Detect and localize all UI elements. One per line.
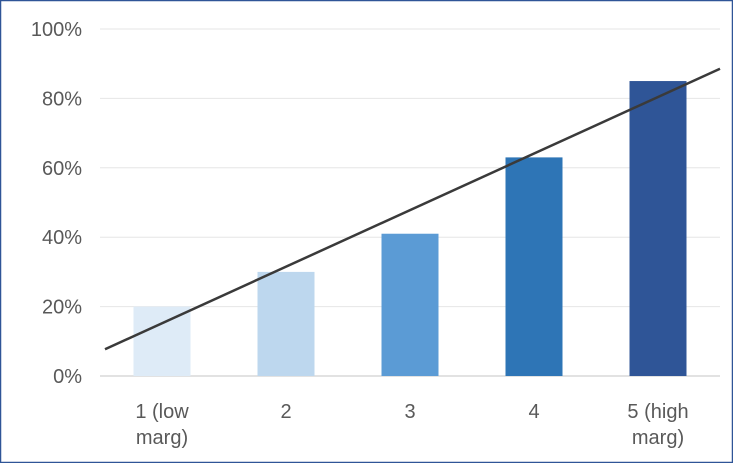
trendline-layer — [104, 67, 721, 351]
x-tick-label: 5 (high marg) — [627, 401, 688, 449]
bars-layer — [133, 81, 687, 377]
bar — [133, 306, 191, 376]
tick-labels-layer: 0% 20% 40% 60% 80% 100% 1 (low marg) 2 3 4 5 (high m… — [31, 19, 689, 449]
y-tick-label: 60% — [42, 158, 82, 180]
y-tick-label: 0% — [53, 366, 82, 388]
y-tick-label: 100% — [31, 19, 82, 41]
x-tick-label: 2 — [280, 401, 291, 423]
bar — [257, 271, 315, 376]
bar — [629, 81, 687, 377]
x-tick-label: 3 — [404, 401, 415, 423]
bar — [381, 233, 439, 376]
y-tick-label: 20% — [42, 297, 82, 319]
x-tick-label: 1 (low marg) — [135, 401, 189, 449]
y-tick-label: 80% — [42, 88, 82, 110]
y-tick-label: 40% — [42, 227, 82, 249]
bar — [505, 157, 563, 376]
trendline — [104, 67, 721, 351]
x-tick-label: 4 — [528, 401, 539, 423]
